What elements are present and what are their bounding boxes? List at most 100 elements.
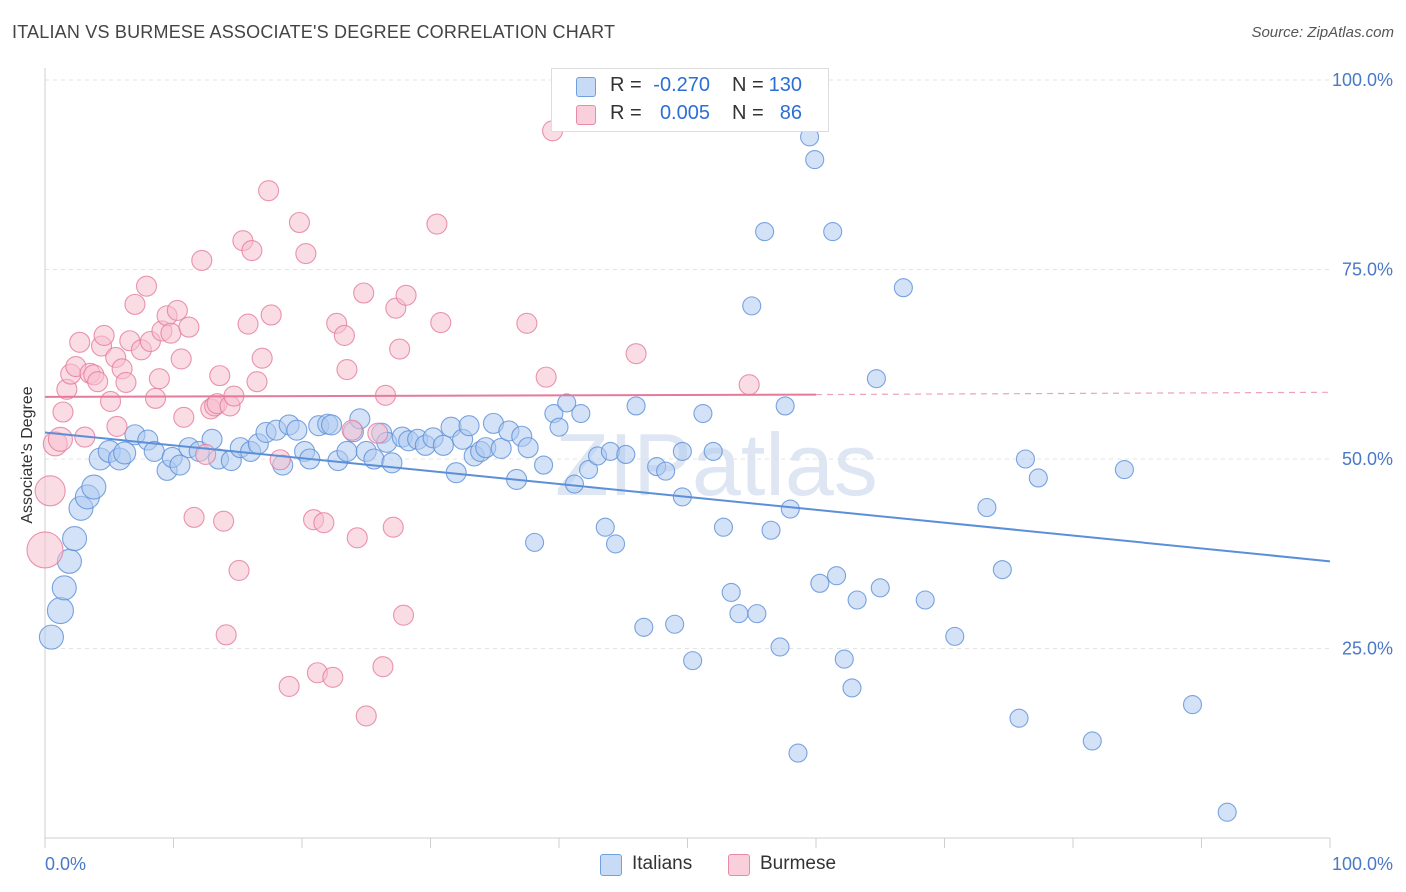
point-italians — [62, 526, 88, 552]
point-burmese — [395, 284, 417, 306]
point-italians — [713, 517, 734, 537]
point-burmese — [430, 312, 452, 334]
point-italians — [321, 414, 343, 436]
point-italians — [805, 150, 825, 170]
point-burmese — [353, 282, 375, 304]
point-italians — [866, 369, 886, 389]
point-italians — [665, 614, 685, 634]
point-burmese — [183, 506, 205, 528]
legend-row-italians: R = -0.270 N = 130 — [552, 72, 828, 100]
y-tick-label: 75.0% — [1342, 260, 1393, 280]
trend-line-italians — [44, 431, 1331, 563]
point-burmese — [322, 666, 344, 688]
point-italians — [945, 626, 965, 646]
point-burmese — [34, 475, 66, 507]
point-italians — [169, 454, 191, 476]
point-burmese — [115, 371, 137, 393]
point-burmese — [392, 604, 415, 626]
point-italians — [490, 437, 512, 459]
point-burmese — [382, 516, 404, 538]
point-burmese — [178, 316, 200, 338]
point-italians — [595, 517, 615, 537]
correlation-legend: R = -0.270 N = 130 R = 0.005 N = 86 — [551, 68, 829, 132]
point-italians — [571, 403, 591, 424]
point-italians — [113, 441, 137, 465]
point-italians — [46, 597, 74, 625]
point-burmese — [372, 656, 394, 678]
point-italians — [605, 534, 626, 554]
point-italians — [827, 566, 847, 586]
point-italians — [1015, 449, 1036, 469]
legend-r-label: R = — [610, 74, 642, 96]
point-burmese — [69, 331, 91, 353]
x-tick-label: 0.0% — [45, 854, 86, 874]
point-italians — [672, 441, 692, 461]
point-burmese — [333, 324, 355, 346]
point-italians — [517, 437, 539, 459]
point-burmese — [426, 213, 448, 235]
point-burmese — [213, 510, 235, 532]
point-italians — [721, 582, 741, 602]
point-italians — [579, 460, 599, 480]
point-italians — [770, 637, 790, 657]
series-swatch-burmese — [728, 854, 750, 876]
point-italians — [525, 532, 545, 552]
point-burmese — [135, 275, 158, 297]
point-italians — [842, 678, 862, 698]
series-label-italians: Italians — [632, 853, 693, 874]
point-italians — [1114, 460, 1134, 480]
point-burmese — [106, 415, 128, 437]
point-italians — [893, 278, 913, 298]
point-italians — [1217, 802, 1237, 822]
point-burmese — [535, 366, 557, 388]
point-italians — [381, 452, 403, 474]
point-italians — [810, 573, 830, 593]
point-burmese — [251, 347, 273, 369]
point-italians — [761, 520, 781, 540]
point-burmese — [516, 312, 538, 334]
point-italians — [534, 455, 554, 475]
point-burmese — [166, 299, 188, 321]
y-tick-label: 100.0% — [1332, 70, 1393, 90]
point-burmese — [389, 338, 411, 360]
point-burmese — [148, 368, 170, 390]
point-italians — [549, 417, 569, 437]
legend-n-value: 86 — [779, 102, 802, 124]
point-burmese — [346, 527, 368, 549]
point-italians — [823, 222, 843, 242]
point-burmese — [99, 390, 122, 412]
point-italians — [977, 497, 997, 518]
point-italians — [834, 649, 854, 669]
y-tick-label: 25.0% — [1342, 639, 1393, 659]
point-burmese — [246, 371, 268, 393]
point-italians — [870, 578, 890, 598]
point-italians — [1182, 695, 1203, 715]
point-italians — [703, 441, 723, 461]
legend-n-label: N = — [732, 102, 764, 124]
series-legend: Italians Burmese — [0, 852, 1406, 876]
point-italians — [775, 396, 795, 416]
point-burmese — [191, 249, 213, 271]
point-burmese — [260, 304, 282, 326]
legend-r-value: 0.005 — [659, 102, 710, 124]
series-swatch-italians — [600, 854, 622, 876]
point-italians — [788, 743, 808, 763]
point-burmese — [341, 419, 363, 441]
point-burmese — [269, 449, 291, 471]
legend-swatch-burmese — [576, 105, 596, 125]
point-italians — [992, 560, 1012, 580]
point-burmese — [738, 374, 760, 396]
point-burmese — [173, 406, 195, 428]
point-italians — [626, 396, 646, 416]
point-burmese — [160, 322, 182, 344]
point-burmese — [215, 624, 237, 646]
watermark: ZIPatlas — [555, 415, 878, 514]
point-burmese — [209, 365, 231, 387]
point-italians — [780, 499, 800, 519]
point-burmese — [367, 422, 389, 444]
point-burmese — [237, 313, 259, 335]
point-italians — [656, 461, 676, 481]
point-italians — [755, 222, 775, 242]
point-italians — [1009, 708, 1029, 728]
